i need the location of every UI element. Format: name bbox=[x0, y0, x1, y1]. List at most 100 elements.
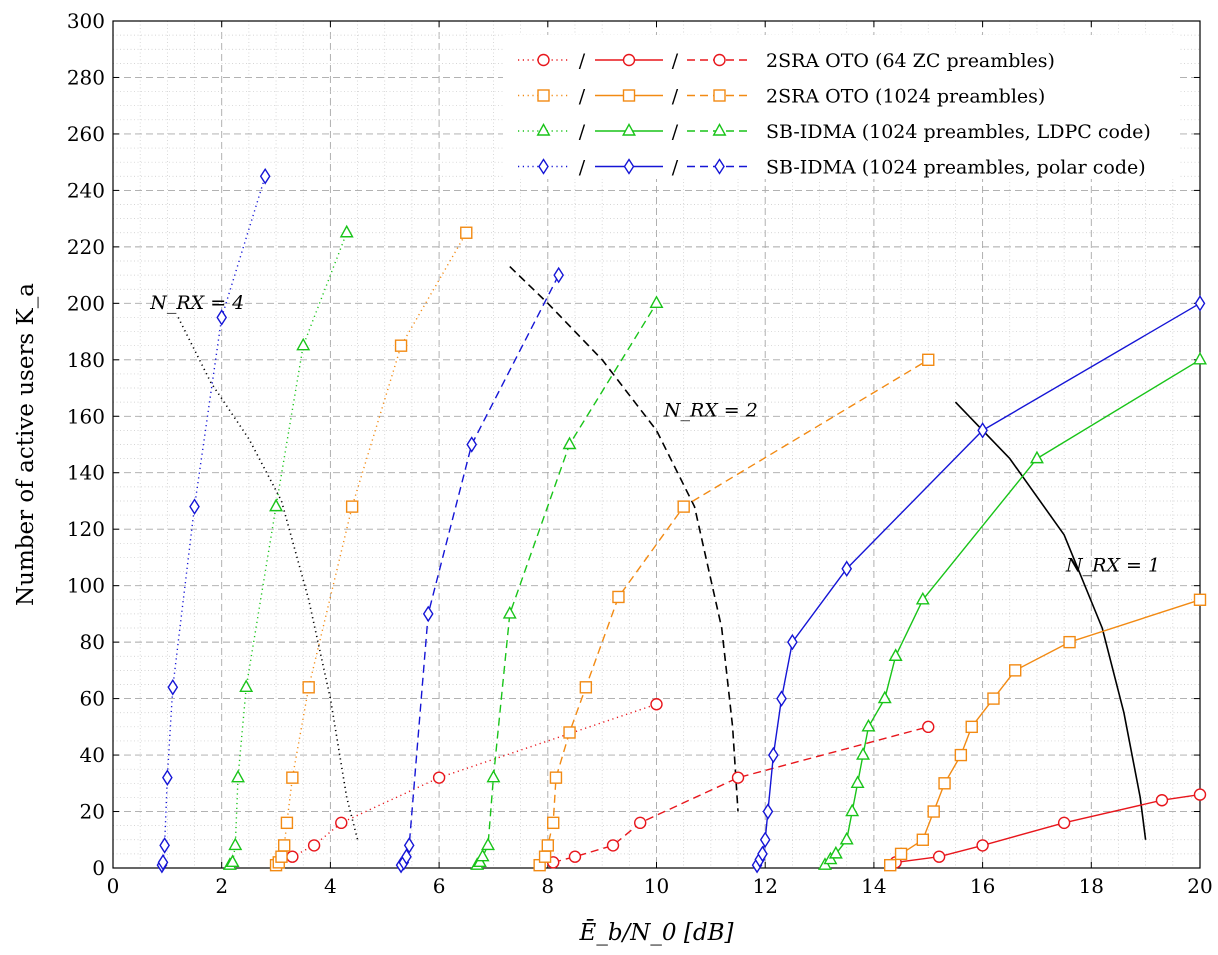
legend-label: SB-IDMA (1024 preambles, polar code) bbox=[766, 157, 1146, 179]
data-point bbox=[401, 848, 412, 866]
y-axis-label: Number of active users K_a bbox=[13, 283, 39, 606]
series-line bbox=[275, 232, 467, 866]
data-point bbox=[1194, 295, 1206, 312]
legend-label: 2SRA OTO (64 ZC preambles) bbox=[766, 50, 1055, 72]
data-point bbox=[394, 339, 408, 352]
data-point bbox=[345, 500, 359, 513]
legend-marker bbox=[713, 89, 726, 102]
legend-entry: / / 2SRA OTO (64 ZC preambles) bbox=[518, 50, 1055, 72]
boundary-curve: N_RX = 1 bbox=[954, 401, 1160, 840]
y-tick-label: 60 bbox=[80, 687, 105, 711]
data-point bbox=[157, 854, 169, 871]
data-point bbox=[916, 833, 930, 846]
data-point bbox=[403, 837, 415, 854]
series bbox=[547, 720, 935, 869]
data-point bbox=[159, 837, 170, 854]
series bbox=[889, 788, 1207, 869]
legend-marker bbox=[536, 123, 551, 136]
legend-separator: / bbox=[579, 157, 586, 179]
data-point bbox=[856, 747, 871, 760]
series bbox=[884, 593, 1207, 872]
data-point bbox=[922, 720, 935, 734]
legend-marker bbox=[623, 158, 635, 175]
data-point bbox=[562, 436, 577, 450]
x-tick-label: 4 bbox=[324, 874, 337, 898]
series-line bbox=[229, 232, 348, 866]
data-point bbox=[977, 422, 988, 439]
legend-separator: / bbox=[579, 50, 586, 72]
data-point bbox=[954, 748, 968, 762]
series-line bbox=[400, 274, 560, 866]
data-point bbox=[1009, 664, 1022, 677]
data-point bbox=[286, 850, 299, 863]
data-point bbox=[915, 591, 930, 605]
data-point bbox=[1029, 450, 1044, 464]
series-line bbox=[889, 599, 1201, 866]
data-point bbox=[563, 726, 576, 739]
data-point bbox=[541, 839, 554, 852]
data-point bbox=[280, 816, 294, 830]
y-tick-label: 260 bbox=[67, 122, 105, 146]
data-point bbox=[888, 648, 903, 661]
data-point bbox=[633, 816, 647, 830]
axis-ticks: 0 2 4 6 8 10 12 14 16 18 2002040608010012014016018… bbox=[67, 9, 1213, 898]
x-tick-label: 12 bbox=[752, 874, 777, 898]
data-point bbox=[612, 590, 625, 604]
data-point bbox=[606, 839, 620, 852]
legend-separator: / bbox=[672, 157, 679, 179]
y-tick-label: 300 bbox=[67, 9, 105, 33]
data-point bbox=[757, 845, 768, 863]
data-point bbox=[1193, 351, 1207, 365]
boundary-line bbox=[509, 266, 739, 812]
data-point bbox=[189, 498, 200, 515]
data-point bbox=[481, 837, 496, 851]
legend-label: 2SRA OTO (1024 preambles) bbox=[766, 86, 1045, 108]
series-line bbox=[756, 302, 1201, 866]
data-point bbox=[938, 777, 951, 790]
x-tick-label: 6 bbox=[433, 874, 446, 898]
data-point bbox=[432, 771, 446, 784]
data-point bbox=[776, 690, 787, 707]
data-point bbox=[228, 837, 243, 851]
boundary-label: N_RX = 2 bbox=[663, 399, 758, 421]
x-tick-label: 20 bbox=[1187, 874, 1212, 898]
data-point bbox=[335, 816, 348, 830]
legend-label: SB-IDMA (1024 preambles, LDPC code) bbox=[766, 121, 1151, 143]
legend-separator: / bbox=[672, 121, 679, 143]
data-point bbox=[787, 633, 798, 651]
y-tick-label: 120 bbox=[67, 517, 105, 541]
data-point bbox=[1155, 794, 1169, 807]
data-point bbox=[861, 718, 876, 732]
y-tick-label: 0 bbox=[92, 856, 105, 880]
boundary-label: N_RX = 1 bbox=[1065, 555, 1160, 577]
data-point bbox=[1063, 635, 1076, 649]
series bbox=[817, 351, 1207, 870]
boundary-label: N_RX = 4 bbox=[149, 292, 244, 314]
data-point bbox=[296, 337, 311, 351]
data-point bbox=[286, 771, 299, 784]
legend-separator: / bbox=[579, 86, 586, 108]
legend-separator: / bbox=[672, 50, 679, 72]
data-point bbox=[307, 839, 321, 852]
data-point bbox=[167, 679, 179, 696]
data-point bbox=[1057, 816, 1071, 830]
y-tick-label: 160 bbox=[67, 404, 105, 428]
boundary-line bbox=[954, 401, 1147, 840]
data-point bbox=[339, 224, 354, 238]
legend-marker bbox=[622, 89, 636, 102]
legend-entry: / / SB-IDMA (1024 preambles, polar code) bbox=[518, 157, 1146, 179]
series bbox=[395, 266, 565, 874]
series-line bbox=[895, 793, 1201, 864]
legend-separator: / bbox=[579, 121, 586, 143]
data-point bbox=[650, 698, 663, 711]
series bbox=[222, 224, 354, 870]
series-line bbox=[824, 359, 1201, 866]
legend-marker bbox=[537, 53, 550, 67]
data-point bbox=[547, 816, 560, 830]
data-point bbox=[475, 848, 490, 862]
y-tick-label: 20 bbox=[80, 800, 105, 824]
y-tick-label: 220 bbox=[67, 235, 105, 259]
data-point bbox=[259, 167, 271, 185]
data-point bbox=[731, 771, 745, 784]
